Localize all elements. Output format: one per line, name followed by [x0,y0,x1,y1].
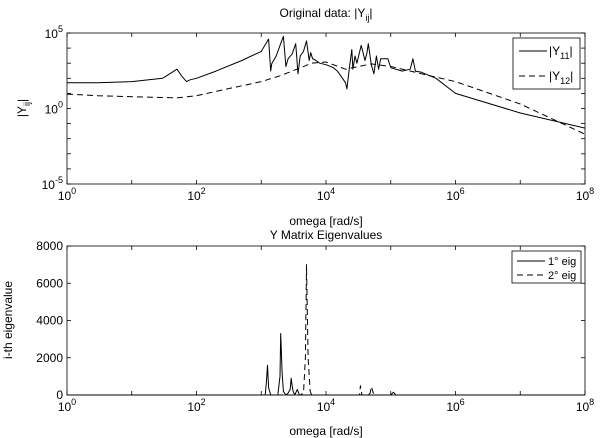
legend-2-label-2: 2° eig [548,270,576,282]
chart-2-legend-box [511,250,582,284]
legend-1-label-y11: |Y11| [549,44,573,61]
x-tick-label: 102 [187,397,205,414]
chart-eigenvalues: Y Matrix Eigenvalues i-th eigenvalue ome… [1,228,594,438]
x-tick-label: 106 [446,397,464,414]
x-tick-label: 102 [187,186,205,203]
y-tick-label: 100 [45,100,63,117]
chart-2-ylabel: i-th eigenvalue [1,281,15,359]
chart-2-legend: 1° eig 2° eig [511,250,582,284]
legend-1-label-y12: |Y12| [549,69,573,86]
chart-2-xlabel: omega [rad/s] [289,424,362,438]
chart-1-ylabel: |Yij| [15,99,32,117]
y-tick-label: 2000 [36,351,63,365]
chart-1-axes-box [66,32,586,185]
chart-2-axes-box [66,245,586,396]
chart-1-series [66,35,586,135]
y-tick-label: 105 [45,24,63,41]
chart-1-legend: |Y11| |Y12| [512,37,581,90]
y-tick-label: 4000 [36,314,63,328]
chart-1-legend-box [512,37,581,90]
x-tick-label: 100 [58,397,76,414]
y-tick-label: 8000 [36,239,63,253]
x-tick-label: 108 [576,397,594,414]
chart-2-title: Y Matrix Eigenvalues [270,228,383,242]
chart-1-xlabel: omega [rad/s] [289,214,362,228]
x-tick-label: 104 [317,186,335,203]
legend-2-label-1: 1° eig [548,256,576,268]
y-tick-label: 6000 [36,276,63,290]
y-tick-label: 0 [56,388,63,402]
series-line-2 [66,61,586,135]
x-tick-label: 106 [446,186,464,203]
x-tick-label: 108 [576,186,594,203]
chart-1-title: Original data: |Yij| [280,6,373,23]
series-line-1 [67,35,586,129]
chart-magnitude: Original data: |Yij| |Yij| omega [rad/s]… [15,6,594,228]
x-tick-label: 100 [58,186,76,203]
x-tick-label: 104 [317,397,335,414]
y-tick-label: 10-5 [42,175,63,192]
